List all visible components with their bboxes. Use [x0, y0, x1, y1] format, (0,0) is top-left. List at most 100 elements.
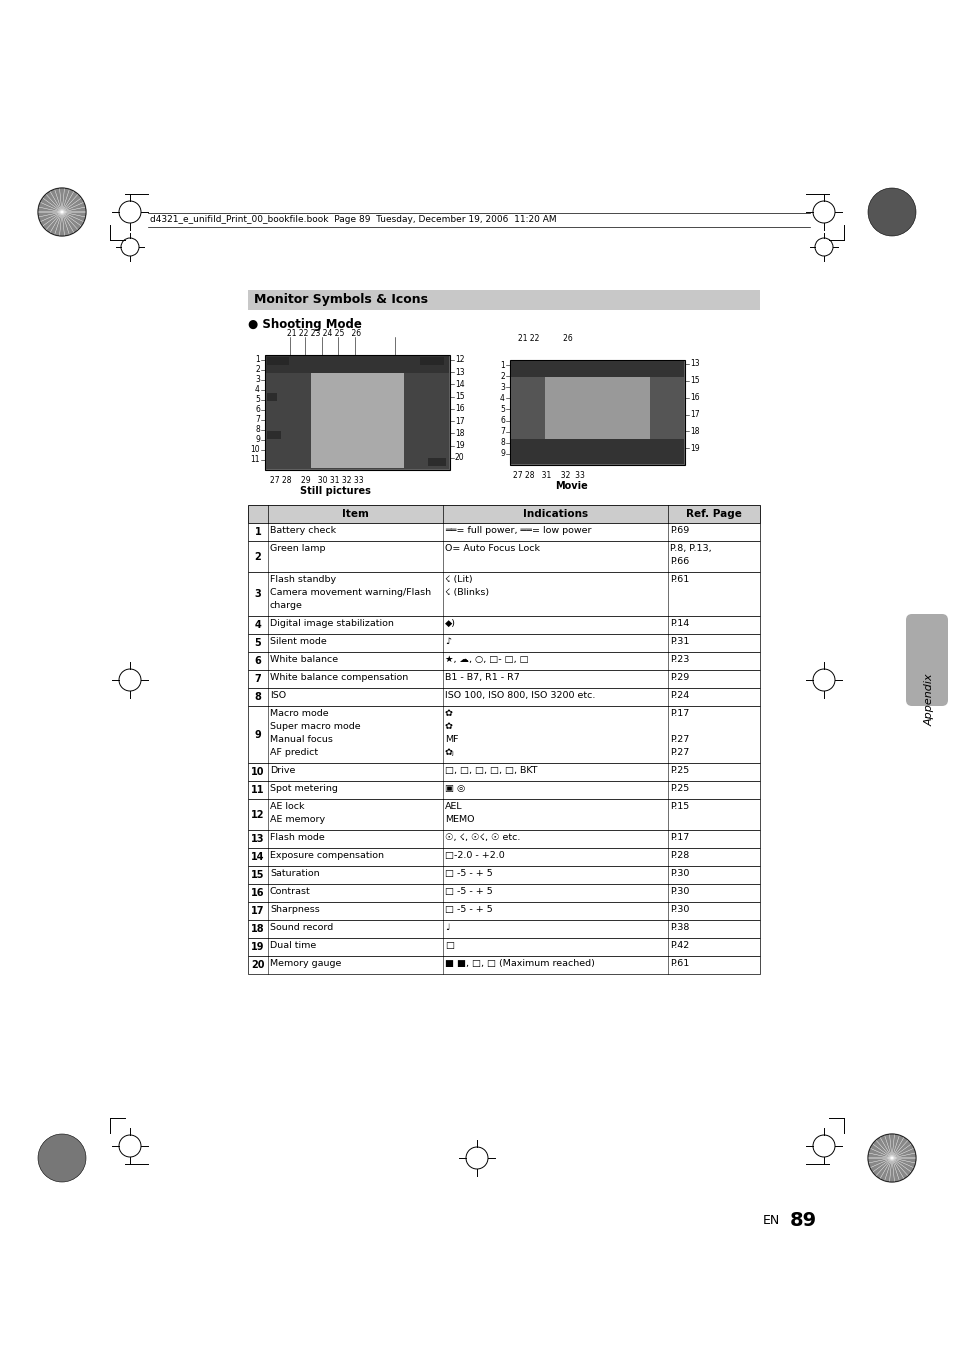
Text: 13: 13	[455, 367, 464, 377]
Text: ══= full power, ══= low power: ══= full power, ══= low power	[444, 526, 591, 535]
Bar	[248, 920, 760, 938]
Bar	[248, 616, 760, 634]
Text: 6: 6	[499, 416, 504, 426]
Text: charge: charge	[270, 601, 302, 611]
Text: Sharpness: Sharpness	[270, 905, 319, 915]
Text: ☇ (Blinks): ☇ (Blinks)	[444, 588, 489, 597]
Text: Digital image stabilization: Digital image stabilization	[270, 619, 394, 628]
Text: AE lock: AE lock	[270, 802, 304, 811]
Bar	[266, 357, 449, 469]
Text: 3: 3	[254, 589, 261, 598]
Text: Super macro mode: Super macro mode	[270, 721, 360, 731]
Bar	[248, 781, 760, 798]
Text: Sound record: Sound record	[270, 923, 333, 932]
Text: 13: 13	[689, 359, 699, 369]
Text: P.27: P.27	[669, 748, 688, 757]
Text: 16: 16	[251, 888, 265, 898]
Text: Monitor Symbols & Icons: Monitor Symbols & Icons	[253, 293, 428, 307]
Text: Manual focus: Manual focus	[270, 735, 333, 744]
Text: 6: 6	[254, 405, 260, 415]
Text: White balance: White balance	[270, 655, 337, 663]
Text: Item: Item	[342, 509, 369, 519]
Text: P.61: P.61	[669, 576, 688, 584]
Text: 18: 18	[689, 427, 699, 436]
Bar	[511, 361, 683, 463]
Text: P.17: P.17	[669, 709, 688, 717]
Bar	[248, 866, 760, 884]
Text: 16: 16	[689, 393, 699, 403]
Bar	[267, 357, 289, 365]
Bar	[248, 707, 760, 763]
Text: ✿: ✿	[444, 721, 453, 731]
Bar	[267, 431, 281, 439]
Bar	[510, 359, 684, 465]
Bar	[248, 540, 760, 571]
Text: 16: 16	[455, 404, 464, 413]
Text: 89: 89	[789, 1210, 817, 1229]
Text: 17: 17	[251, 907, 265, 916]
Bar	[248, 290, 760, 309]
Text: 19: 19	[251, 942, 265, 952]
Text: 10: 10	[251, 767, 265, 777]
Text: 8: 8	[499, 438, 504, 447]
Circle shape	[867, 188, 915, 236]
Bar	[266, 357, 449, 373]
Text: 20: 20	[251, 961, 265, 970]
Text: Movie: Movie	[555, 481, 587, 490]
Text: 4: 4	[254, 385, 260, 394]
Text: Indications: Indications	[522, 509, 587, 519]
Bar	[311, 357, 403, 467]
Text: Macro mode: Macro mode	[270, 709, 328, 717]
Text: 14: 14	[251, 852, 265, 862]
Text: 5: 5	[254, 638, 261, 648]
Text: 2: 2	[255, 366, 260, 374]
Bar	[511, 439, 683, 463]
Bar	[248, 957, 760, 974]
Text: AF predict: AF predict	[270, 748, 317, 757]
Text: 3: 3	[254, 376, 260, 385]
Text: 27 28   31    32  33: 27 28 31 32 33	[513, 471, 584, 480]
Text: P.25: P.25	[669, 784, 688, 793]
Text: Spot metering: Spot metering	[270, 784, 337, 793]
Text: P.42: P.42	[669, 942, 688, 950]
Text: □ -5 - + 5: □ -5 - + 5	[444, 888, 493, 896]
Text: ✿: ✿	[444, 709, 453, 717]
Text: □-2.0 - +2.0: □-2.0 - +2.0	[444, 851, 504, 861]
Text: P.27: P.27	[669, 735, 688, 744]
Bar	[248, 884, 760, 902]
Bar	[419, 357, 443, 365]
Text: 18: 18	[251, 924, 265, 934]
Bar	[511, 361, 683, 377]
Bar	[248, 902, 760, 920]
Text: 1: 1	[255, 355, 260, 365]
Text: 19: 19	[455, 440, 464, 450]
Text: □, □, □, □, □, BKT: □, □, □, □, □, BKT	[444, 766, 537, 775]
Text: AEL: AEL	[444, 802, 462, 811]
Bar	[428, 458, 446, 466]
Text: P.15: P.15	[669, 802, 688, 811]
Text: Appendix: Appendix	[924, 674, 934, 727]
Text: P.24: P.24	[669, 690, 688, 700]
Text: ☉, ☇, ☉☇, ☉ etc.: ☉, ☇, ☉☇, ☉ etc.	[444, 834, 519, 842]
Text: 5: 5	[499, 405, 504, 413]
Text: □ -5 - + 5: □ -5 - + 5	[444, 905, 493, 915]
Text: 6: 6	[254, 657, 261, 666]
Text: EN: EN	[762, 1213, 780, 1227]
Text: 12: 12	[251, 809, 265, 820]
Text: P.29: P.29	[669, 673, 688, 682]
Text: 7: 7	[254, 674, 261, 684]
Bar	[248, 670, 760, 688]
Text: P.38: P.38	[669, 923, 689, 932]
Text: MEMO: MEMO	[444, 815, 474, 824]
Text: 17: 17	[455, 416, 464, 426]
FancyBboxPatch shape	[905, 613, 947, 707]
Bar	[267, 393, 276, 401]
Text: 13: 13	[251, 834, 265, 844]
Text: ☇ (Lit): ☇ (Lit)	[444, 576, 472, 584]
Text: P.31: P.31	[669, 638, 689, 646]
Text: Silent mode: Silent mode	[270, 638, 327, 646]
Bar	[248, 688, 760, 707]
Text: ISO: ISO	[270, 690, 286, 700]
Bar	[248, 653, 760, 670]
Text: 2: 2	[499, 372, 504, 381]
